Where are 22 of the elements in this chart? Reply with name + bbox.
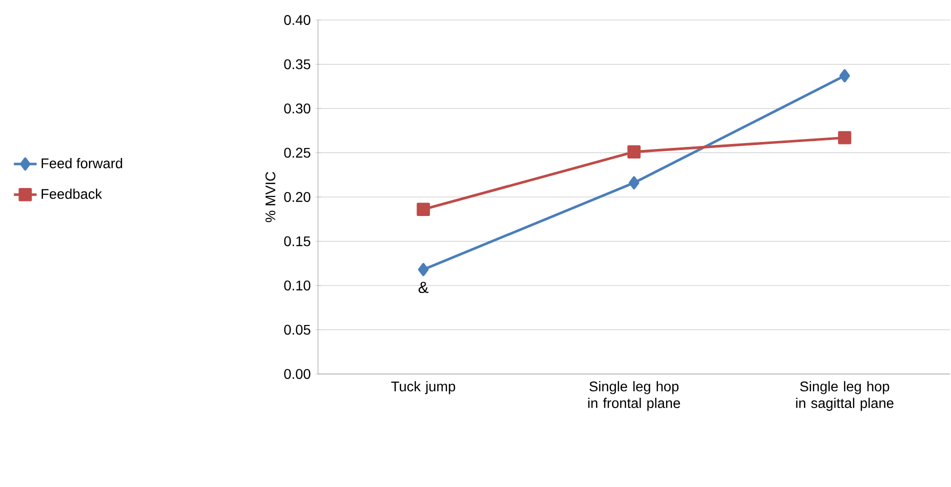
x-tick-label: Single leg hop in sagittal plane [796, 381, 894, 411]
y-axis-title: % MVIC [265, 172, 276, 222]
point [418, 262, 429, 276]
x-tick-label: Single leg hop in frontal plane [588, 381, 680, 411]
y-tick-label: 0.30 [284, 104, 310, 114]
y-tick-label: 0.15 [284, 236, 310, 246]
y-tick-label: 0.25 [284, 148, 310, 158]
point [838, 131, 852, 144]
point [839, 69, 850, 82]
point [416, 202, 430, 216]
annotation: & [418, 282, 428, 294]
y-tick-label: 0.00 [284, 369, 310, 379]
point [628, 176, 640, 190]
y-tick-label: 0.20 [284, 192, 310, 202]
y-tick-label: 0.40 [284, 15, 310, 25]
y-tick-label: 0.05 [284, 324, 310, 335]
legend-label: Feed forward [42, 158, 122, 168]
point [627, 145, 641, 158]
x-tick-label: Tuck jump [391, 381, 456, 394]
legend-label: Feedback [42, 188, 102, 199]
y-tick-label: 0.35 [284, 59, 310, 70]
y-tick-label: 0.10 [284, 280, 310, 290]
